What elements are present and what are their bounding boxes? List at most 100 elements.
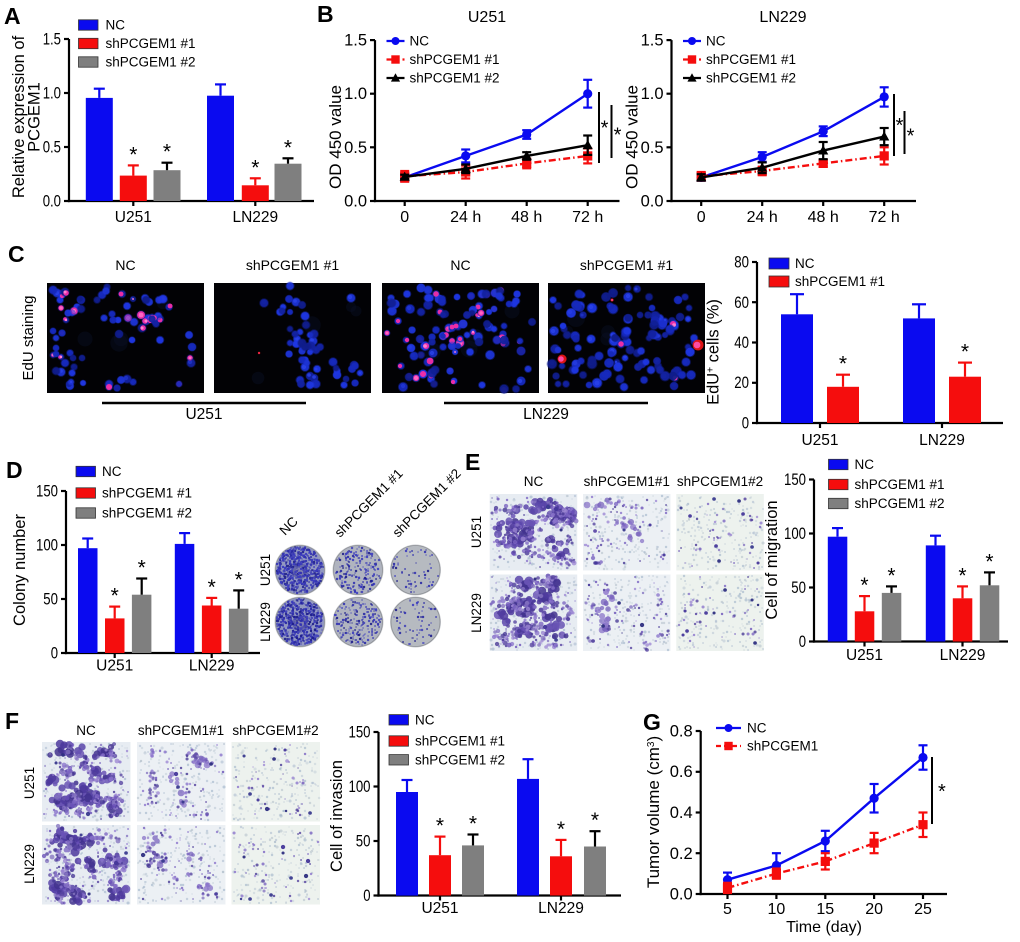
svg-text:*: * <box>938 781 946 803</box>
svg-text:*: * <box>436 815 444 838</box>
svg-text:150: 150 <box>36 483 58 501</box>
svg-text:10: 10 <box>768 901 786 918</box>
svg-text:NC: NC <box>706 34 726 49</box>
svg-text:*: * <box>958 564 966 587</box>
svg-text:LN229: LN229 <box>538 900 584 917</box>
svg-text:0.6: 0.6 <box>670 763 693 781</box>
svg-text:U251: U251 <box>469 516 484 548</box>
svg-text:0.8: 0.8 <box>670 723 693 741</box>
svg-text:NC: NC <box>115 257 135 273</box>
svg-text:LN229: LN229 <box>258 602 273 642</box>
svg-text:0.2: 0.2 <box>670 845 693 863</box>
svg-text:shPCGEM1 #2: shPCGEM1 #2 <box>102 506 192 521</box>
svg-text:0.4: 0.4 <box>670 804 693 822</box>
svg-text:Tumor volume (cm3): Tumor volume (cm3) <box>644 736 663 888</box>
svg-text:25: 25 <box>914 901 932 918</box>
svg-text:100: 100 <box>784 525 806 543</box>
svg-text:1.5: 1.5 <box>344 32 367 50</box>
svg-text:shPCGEM1 #1: shPCGEM1 #1 <box>246 257 340 273</box>
svg-text:*: * <box>601 118 609 140</box>
svg-text:*: * <box>469 813 477 836</box>
svg-text:LN229: LN229 <box>22 844 37 884</box>
svg-text:72 h: 72 h <box>572 209 603 226</box>
svg-text:NC: NC <box>102 464 122 479</box>
svg-text:B: B <box>317 1 334 27</box>
svg-text:EdU staining: EdU staining <box>20 295 37 380</box>
svg-text:LN229: LN229 <box>940 647 986 664</box>
svg-text:Time (day): Time (day) <box>786 919 862 936</box>
svg-text:shPCGEM1 #1: shPCGEM1 #1 <box>855 477 945 492</box>
svg-text:0.5: 0.5 <box>43 139 61 157</box>
svg-text:24 h: 24 h <box>450 209 481 226</box>
svg-text:50: 50 <box>356 833 371 851</box>
svg-text:shPCGEM1 #1: shPCGEM1 #1 <box>415 734 505 749</box>
svg-text:Cell of invasion: Cell of invasion <box>328 760 346 872</box>
svg-text:0: 0 <box>51 645 58 663</box>
svg-text:NC: NC <box>410 34 430 49</box>
svg-text:shPCGEM1#1: shPCGEM1#1 <box>138 723 224 738</box>
svg-text:C: C <box>8 241 25 267</box>
svg-text:*: * <box>896 115 904 137</box>
svg-text:*: * <box>138 557 146 580</box>
svg-text:shPCGEM1 #1: shPCGEM1 #1 <box>410 52 500 67</box>
svg-text:NC: NC <box>76 723 96 738</box>
svg-text:48 h: 48 h <box>808 209 839 226</box>
svg-text:Colony number: Colony number <box>11 514 29 626</box>
svg-text:OD 450 value: OD 450 value <box>326 85 345 189</box>
svg-text:U251: U251 <box>468 9 506 26</box>
svg-text:*: * <box>129 143 137 166</box>
svg-text:*: * <box>251 156 259 179</box>
svg-text:*: * <box>163 141 171 164</box>
svg-text:OD 450 value: OD 450 value <box>623 85 642 189</box>
svg-text:NC: NC <box>415 713 435 728</box>
svg-text:LN229: LN229 <box>523 406 569 423</box>
svg-text:shPCGEM1#2: shPCGEM1#2 <box>232 723 318 738</box>
svg-text:*: * <box>208 576 216 599</box>
svg-text:shPCGEM1#2: shPCGEM1#2 <box>677 474 763 489</box>
svg-text:shPCGEM1 #1: shPCGEM1 #1 <box>795 274 885 289</box>
svg-text:1.0: 1.0 <box>641 85 664 103</box>
svg-text:NC: NC <box>524 474 544 489</box>
svg-text:shPCGEM1 #2: shPCGEM1 #2 <box>706 71 796 86</box>
svg-text:NC: NC <box>277 514 302 539</box>
svg-text:Cell of migration: Cell of migration <box>763 500 781 619</box>
svg-text:0.5: 0.5 <box>344 139 367 157</box>
svg-text:0.0: 0.0 <box>344 193 367 211</box>
svg-text:*: * <box>235 568 243 591</box>
svg-text:shPCGEM1 #1: shPCGEM1 #1 <box>706 52 796 67</box>
svg-text:*: * <box>860 574 868 597</box>
svg-text:*: * <box>614 125 622 147</box>
svg-text:PCGEM1: PCGEM1 <box>26 82 44 152</box>
svg-text:*: * <box>839 353 847 376</box>
svg-text:Relative expression of: Relative expression of <box>10 35 28 198</box>
svg-text:80: 80 <box>734 254 749 272</box>
svg-text:D: D <box>6 457 23 483</box>
svg-text:shPCGEM1 #2: shPCGEM1 #2 <box>410 71 500 86</box>
svg-text:LN229: LN229 <box>759 9 806 26</box>
svg-text:U251: U251 <box>846 647 883 664</box>
svg-text:20: 20 <box>734 374 749 392</box>
svg-text:NC: NC <box>855 457 875 472</box>
svg-text:*: * <box>961 341 969 364</box>
svg-text:U251: U251 <box>22 767 37 799</box>
svg-text:shPCGEM1#1: shPCGEM1#1 <box>584 474 670 489</box>
svg-text:15: 15 <box>816 901 834 918</box>
svg-text:0: 0 <box>799 633 806 651</box>
svg-text:100: 100 <box>36 537 58 555</box>
svg-text:G: G <box>643 709 661 735</box>
svg-text:40: 40 <box>734 334 749 352</box>
svg-text:LN229: LN229 <box>232 209 278 226</box>
svg-text:1.0: 1.0 <box>344 85 367 103</box>
svg-text:*: * <box>284 136 292 159</box>
svg-text:72 h: 72 h <box>869 209 900 226</box>
svg-text:NC: NC <box>747 721 767 736</box>
svg-text:1.5: 1.5 <box>641 32 664 50</box>
svg-text:*: * <box>985 550 993 573</box>
svg-text:0.0: 0.0 <box>670 886 693 904</box>
svg-text:NC: NC <box>795 256 815 271</box>
svg-text:0.5: 0.5 <box>641 139 664 157</box>
svg-text:1.0: 1.0 <box>43 85 61 103</box>
svg-text:NC: NC <box>450 257 470 273</box>
svg-text:shPCGEM1 #1: shPCGEM1 #1 <box>580 257 674 273</box>
svg-text:shPCGEM1 #1: shPCGEM1 #1 <box>102 486 192 501</box>
